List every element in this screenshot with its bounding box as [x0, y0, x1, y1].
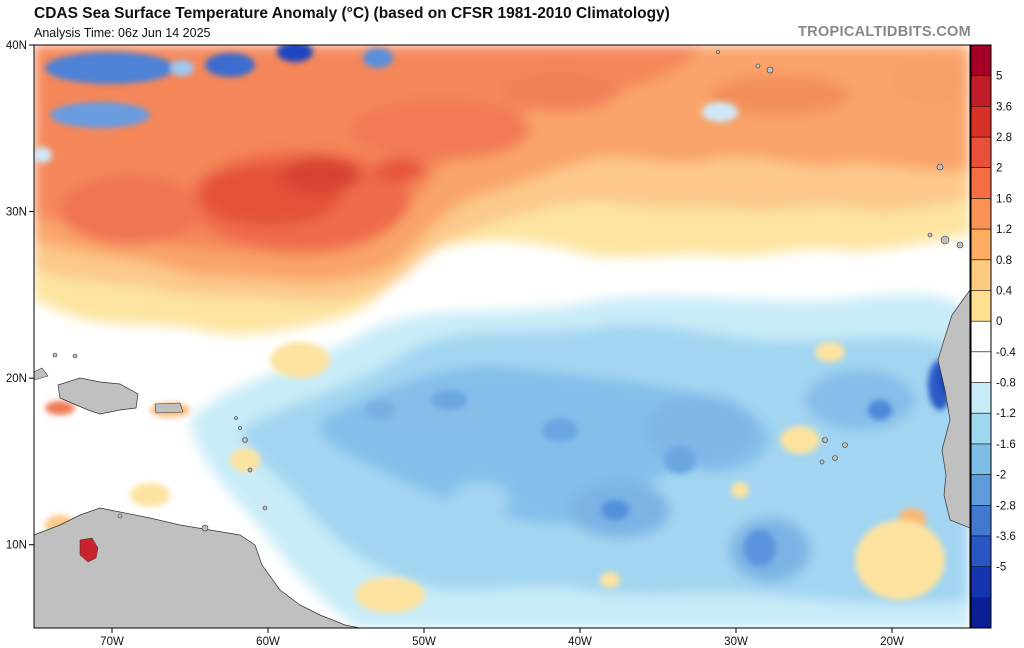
page-title: CDAS Sea Surface Temperature Anomaly (°C… — [34, 5, 670, 22]
cool-anomaly-cores — [365, 360, 952, 566]
lon-tick-label: 60W — [256, 636, 280, 648]
colorbar-label: -0.8 — [996, 378, 1016, 390]
colorbar-label: -1.6 — [996, 439, 1016, 451]
colorbar-label: 0 — [996, 316, 1002, 328]
lat-tick-label: 20N — [6, 373, 27, 385]
colorbar-label: -2.8 — [996, 500, 1016, 512]
colorbar-label: -1.2 — [996, 408, 1016, 420]
colorbar-swatch — [971, 597, 991, 629]
colorbar-label: -2 — [996, 470, 1006, 482]
colorbar-swatch — [971, 566, 991, 598]
lat-tick-label: 40N — [6, 40, 27, 52]
colorbar-swatch — [971, 351, 991, 384]
colorbar-swatch — [971, 167, 991, 199]
cuba-tip — [34, 367, 49, 381]
lon-tick-label: 70W — [100, 636, 124, 648]
africa-landmass — [937, 289, 970, 529]
colorbar-label: 5 — [996, 71, 1002, 83]
colorbar-swatch — [971, 229, 991, 261]
colorbar-swatch — [971, 106, 991, 138]
lon-tick-label: 20W — [880, 636, 904, 648]
colorbar-swatch — [971, 474, 991, 506]
analysis-time: Analysis Time: 06z Jun 14 2025 — [34, 26, 211, 40]
colorbar-swatch — [971, 137, 991, 169]
colorbar-label: 0.8 — [996, 255, 1012, 267]
colorbar-swatch — [971, 45, 991, 77]
colorbar: 5 3.6 2.8 2 1.6 1.2 0.8 0.4 0 -0.4 -0.8 -1.2 -1.6 -2 -… — [970, 44, 1016, 629]
colorbar-label: 3.6 — [996, 101, 1012, 113]
colorbar-label: 1.2 — [996, 224, 1012, 236]
lon-tick-label: 50W — [412, 636, 436, 648]
colorbar-swatch — [971, 413, 991, 445]
colorbar-swatch — [971, 505, 991, 537]
colorbar-label: 2.8 — [996, 132, 1012, 144]
colorbar-swatch — [971, 535, 991, 568]
map-plot-area — [34, 45, 970, 628]
colorbar-swatch — [971, 382, 991, 414]
colorbar-label: 1.6 — [996, 193, 1012, 205]
longitude-axis: 70W 60W 50W 40W 30W 20W — [100, 628, 904, 648]
colorbar-swatch — [971, 198, 991, 230]
map-frame — [33, 44, 971, 629]
colorbar-frame — [970, 44, 992, 629]
colorbar-swatch — [971, 259, 991, 291]
source-credit: TROPICALTIDBITS.COM — [798, 24, 971, 40]
land-masses — [34, 50, 970, 628]
lon-tick-label: 40W — [568, 636, 592, 648]
lat-tick-label: 10N — [6, 540, 27, 552]
colorbar-label: 2 — [996, 163, 1002, 175]
south-america-landmass — [34, 507, 361, 628]
colorbar-label: -0.4 — [996, 347, 1016, 359]
latitude-axis: 40N 30N 20N 10N — [6, 40, 34, 552]
small-islands — [52, 50, 964, 532]
colorbar-swatch — [971, 443, 991, 476]
lon-tick-label: 30W — [724, 636, 748, 648]
colorbar-label: -3.6 — [996, 531, 1016, 543]
colorbar-label: 0.4 — [996, 285, 1013, 297]
lat-tick-label: 30N — [6, 207, 27, 219]
colorbar-swatch — [971, 75, 991, 107]
colorbar-swatch — [971, 290, 991, 322]
puerto-rico-island — [154, 402, 184, 414]
warm-spots-tropics — [45, 342, 945, 613]
lake-maracaibo — [79, 537, 99, 563]
cold-patches-north — [34, 45, 738, 163]
colorbar-swatch — [971, 321, 991, 353]
hispaniola-island — [57, 377, 139, 415]
colorbar-label: -5 — [996, 562, 1006, 574]
